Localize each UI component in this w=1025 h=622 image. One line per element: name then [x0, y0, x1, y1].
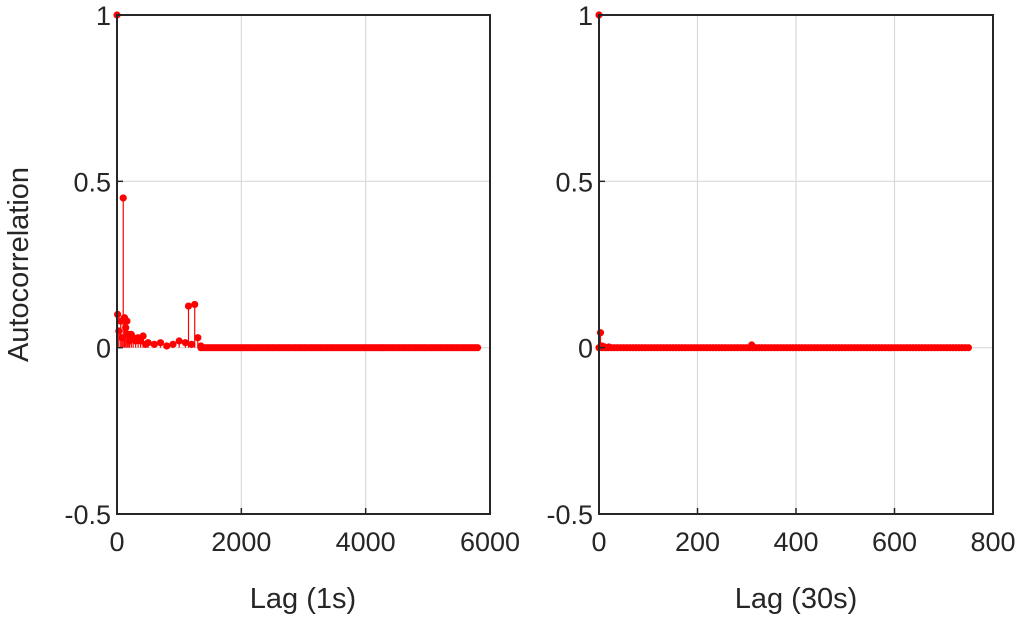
- stem-marker: [748, 341, 756, 349]
- stem-marker: [123, 317, 131, 325]
- tail-marker: [964, 344, 972, 352]
- stem-marker: [175, 337, 183, 345]
- x-tick-label: 800: [970, 527, 1015, 557]
- y-tick-label: 0: [578, 334, 593, 364]
- stem-marker: [163, 342, 171, 350]
- stem-marker: [188, 340, 196, 348]
- stem-marker: [181, 339, 189, 347]
- x-axis-label: Lag (30s): [735, 583, 858, 615]
- x-tick-label: 200: [675, 527, 720, 557]
- stem-marker: [194, 334, 202, 342]
- stem-marker: [191, 300, 199, 309]
- stem-marker: [184, 302, 193, 310]
- x-tick-label: 400: [773, 527, 818, 557]
- axes-frame: [116, 14, 491, 515]
- tail-marker: [473, 344, 482, 352]
- x-tick-label: 4000: [336, 527, 396, 557]
- y-tick-label: 1: [578, 1, 593, 31]
- stem-marker: [139, 332, 147, 340]
- stem-marker: [605, 343, 613, 351]
- stem-marker: [156, 339, 165, 347]
- x-tick-label: 6000: [460, 527, 520, 557]
- y-tick-label: 1: [96, 1, 111, 31]
- x-axis-label: Lag (1s): [250, 583, 356, 615]
- x-tick-label: 0: [109, 527, 124, 557]
- x-tick-label: 0: [591, 527, 606, 557]
- x-tick-label: 2000: [211, 527, 271, 557]
- stem-marker: [122, 324, 130, 332]
- y-tick-label: 0: [96, 334, 111, 364]
- stem-marker: [119, 194, 127, 202]
- stem-marker: [169, 340, 177, 348]
- y-axis-label: Autocorrelation: [3, 167, 35, 362]
- y-tick-label: 0.5: [73, 167, 111, 197]
- stem-marker: [150, 340, 158, 348]
- stem-marker: [197, 342, 205, 350]
- stem-marker: [144, 339, 152, 347]
- x-tick-label: 600: [872, 527, 917, 557]
- y-tick-label: 0.5: [555, 167, 593, 197]
- stem-marker: [596, 329, 605, 337]
- y-tick-label: -0.5: [546, 500, 593, 530]
- y-tick-label: -0.5: [64, 500, 111, 530]
